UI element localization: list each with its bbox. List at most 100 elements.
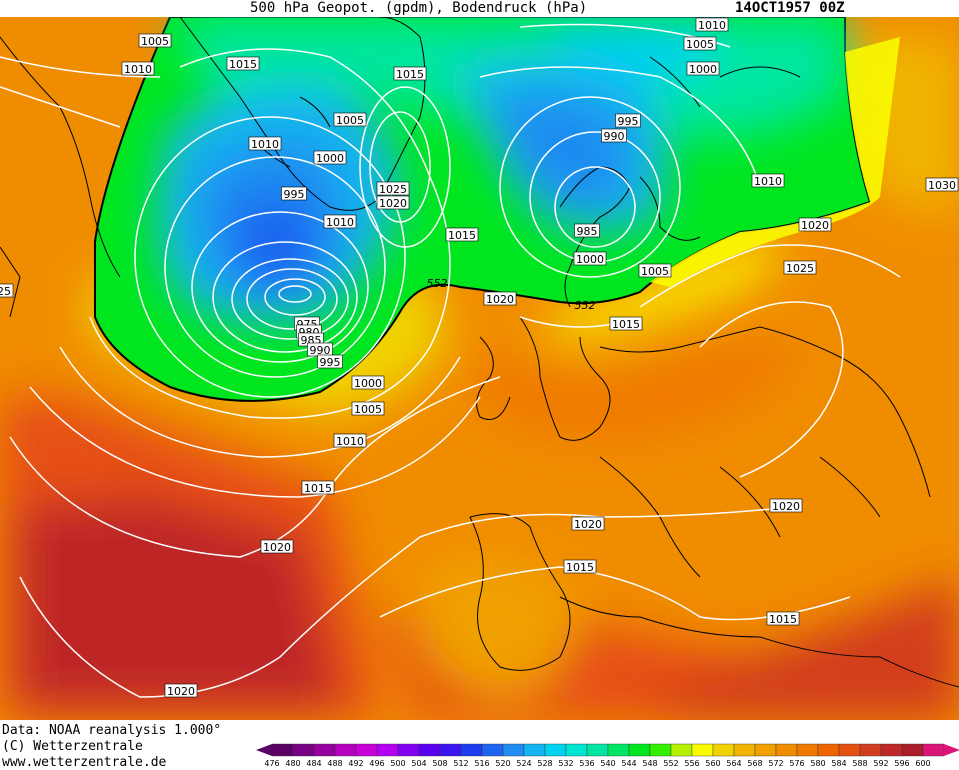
svg-text:1005: 1005 xyxy=(336,114,364,127)
svg-text:1020: 1020 xyxy=(486,293,514,306)
isobar-label: 1005 xyxy=(638,263,672,278)
isobar-label: 1010 xyxy=(323,214,357,229)
legend-tick-label: 592 xyxy=(873,759,889,768)
isobar-label: 1005 xyxy=(351,401,385,416)
svg-text:1020: 1020 xyxy=(379,197,407,210)
isobar-label: 985 xyxy=(574,223,600,238)
svg-text:1005: 1005 xyxy=(641,265,669,278)
legend-swatch xyxy=(271,743,294,757)
svg-text:1010: 1010 xyxy=(698,19,726,32)
svg-text:1015: 1015 xyxy=(229,58,257,71)
legend-swatch xyxy=(733,743,756,757)
isobar-label: 1020 xyxy=(798,217,832,232)
svg-text:1000: 1000 xyxy=(576,253,604,266)
isobar-label: 1020 xyxy=(571,516,605,531)
legend-tick-label: 516 xyxy=(474,759,490,768)
svg-text:995: 995 xyxy=(320,356,341,369)
svg-text:1030: 1030 xyxy=(928,179,956,192)
svg-text:1020: 1020 xyxy=(167,685,195,698)
height-contour-label: 552 xyxy=(575,299,596,312)
svg-text:1015: 1015 xyxy=(448,229,476,242)
legend-tick-labels: 476 480 484 488 492 496 500 504 508 512 516 520 524 5… xyxy=(264,759,944,769)
legend-tick-label: 524 xyxy=(516,759,532,768)
isobar-label: 990 xyxy=(601,128,627,143)
geopotential-field xyxy=(0,17,959,720)
legend-swatch xyxy=(334,743,357,757)
svg-text:1000: 1000 xyxy=(354,377,382,390)
pressure-isobars xyxy=(0,23,901,698)
legend-swatch xyxy=(754,743,777,757)
isobar-label: 1025 xyxy=(376,181,410,196)
isobar-label: 1000 xyxy=(686,61,720,76)
svg-text:1005: 1005 xyxy=(686,38,714,51)
legend-swatch xyxy=(838,743,861,757)
legend-tick-label: 552 xyxy=(663,759,679,768)
legend-swatch xyxy=(502,743,525,757)
legend-tick-label: 540 xyxy=(600,759,616,768)
svg-text:1020: 1020 xyxy=(801,219,829,232)
legend-swatch xyxy=(817,743,840,757)
legend-swatch xyxy=(376,743,399,757)
isobar-label: 1020 xyxy=(483,291,517,306)
color-legend xyxy=(256,743,959,757)
legend-tick-label: 588 xyxy=(852,759,868,768)
svg-text:1000: 1000 xyxy=(316,152,344,165)
isobar-label: 1020 xyxy=(769,498,803,513)
legend-tick-label: 580 xyxy=(810,759,826,768)
website-link[interactable]: www.wetterzentrale.de xyxy=(2,755,167,770)
legend-swatch xyxy=(544,743,567,757)
isobar-label: 1000 xyxy=(573,251,607,266)
isobar-label: 1020 xyxy=(164,683,198,698)
isobar-label: 1000 xyxy=(351,375,385,390)
svg-text:1020: 1020 xyxy=(574,518,602,531)
legend-tick-label: 480 xyxy=(285,759,301,768)
svg-text:1010: 1010 xyxy=(251,138,279,151)
legend-swatch xyxy=(859,743,882,757)
height-contour-label: 552 xyxy=(427,277,448,290)
legend-swatch xyxy=(775,743,798,757)
legend-tick-label: 560 xyxy=(705,759,721,768)
legend-tick-label: 548 xyxy=(642,759,658,768)
valid-time: 14OCT1957 00Z xyxy=(735,0,845,16)
legend-tick-label: 488 xyxy=(327,759,343,768)
isobar-label: 1005 xyxy=(683,36,717,51)
svg-text:1010: 1010 xyxy=(754,175,782,188)
svg-text:25: 25 xyxy=(0,285,11,298)
isobar-label: 1015 xyxy=(301,480,335,495)
legend-tick-label: 576 xyxy=(789,759,805,768)
legend-swatch xyxy=(628,743,651,757)
legend-swatch xyxy=(712,743,735,757)
legend-arrow-high xyxy=(944,744,959,756)
legend-swatch xyxy=(922,743,945,757)
isobar-label: 1010 xyxy=(121,61,155,76)
isobar-label: 1015 xyxy=(393,66,427,81)
legend-tick-label: 532 xyxy=(558,759,574,768)
legend-arrow-low xyxy=(256,744,272,756)
legend-swatch xyxy=(565,743,588,757)
isobar-label: 1005 xyxy=(138,33,172,48)
svg-text:1015: 1015 xyxy=(769,613,797,626)
isobar-label: 25 xyxy=(0,283,14,298)
legend-tick-label: 528 xyxy=(537,759,553,768)
svg-text:1010: 1010 xyxy=(326,216,354,229)
isobar-label: 1025 xyxy=(783,260,817,275)
svg-text:552: 552 xyxy=(427,277,448,290)
isobar-label: 1020 xyxy=(376,195,410,210)
legend-swatch xyxy=(292,743,315,757)
legend-tick-label: 600 xyxy=(915,759,931,768)
svg-text:990: 990 xyxy=(604,130,625,143)
legend-tick-label: 584 xyxy=(831,759,847,768)
legend-swatch xyxy=(586,743,609,757)
svg-text:995: 995 xyxy=(618,115,639,128)
svg-text:985: 985 xyxy=(577,225,598,238)
svg-text:1010: 1010 xyxy=(124,63,152,76)
svg-text:1005: 1005 xyxy=(141,35,169,48)
isobar-label: 1010 xyxy=(751,173,785,188)
legend-tick-label: 508 xyxy=(432,759,448,768)
legend-tick-label: 484 xyxy=(306,759,322,768)
isobar-label: 1010 xyxy=(333,433,367,448)
legend-tick-label: 476 xyxy=(264,759,280,768)
legend-swatch xyxy=(691,743,714,757)
